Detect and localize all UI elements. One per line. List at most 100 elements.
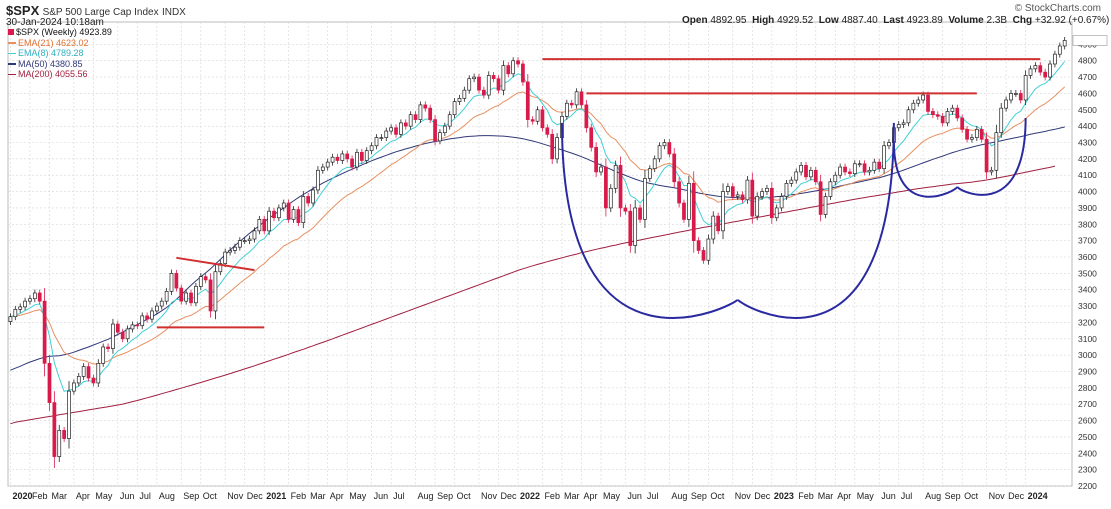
candle-body bbox=[145, 315, 149, 320]
candle-body bbox=[794, 171, 799, 181]
candle-body bbox=[623, 207, 628, 212]
candle-body bbox=[760, 191, 764, 197]
candle-body bbox=[237, 240, 242, 248]
symbol: $SPX bbox=[6, 3, 40, 18]
ma50-line bbox=[10, 126, 1065, 371]
candle-body bbox=[247, 238, 252, 241]
x-tick-label: Nov bbox=[989, 491, 1006, 501]
last-value: 4923.89 bbox=[906, 15, 943, 26]
y-tick-label: 3000 bbox=[1078, 350, 1097, 360]
candle-body bbox=[735, 194, 740, 197]
candle-body bbox=[1038, 65, 1043, 73]
candle-body bbox=[423, 104, 428, 109]
y-tick-label: 3900 bbox=[1078, 203, 1097, 213]
candle-body bbox=[887, 142, 891, 147]
x-tick-label: May bbox=[603, 491, 621, 501]
candle-body bbox=[325, 161, 330, 168]
candle-body bbox=[672, 153, 677, 183]
candle-body bbox=[755, 196, 760, 217]
candle-body bbox=[686, 183, 691, 220]
candle-body bbox=[1004, 99, 1008, 109]
x-tick-label: 2020 bbox=[12, 491, 32, 501]
chg-value: +32.92 (+0.67%) bbox=[1034, 15, 1110, 26]
candle-body bbox=[150, 310, 154, 320]
candle-body bbox=[896, 124, 901, 129]
candle-body bbox=[433, 119, 437, 142]
candle-body bbox=[281, 202, 286, 209]
candle-body bbox=[228, 250, 232, 253]
candle-body bbox=[408, 114, 413, 127]
candle-body bbox=[477, 76, 481, 91]
candle-body bbox=[535, 109, 540, 122]
plot-frame bbox=[7, 21, 1073, 487]
candle-body bbox=[233, 246, 237, 251]
candle-body bbox=[189, 292, 193, 304]
candle-body bbox=[242, 240, 247, 242]
candle-body bbox=[13, 308, 18, 318]
candle-body bbox=[647, 168, 652, 179]
x-tick-label: Sep bbox=[945, 491, 961, 501]
ma200-path bbox=[10, 165, 1056, 425]
candle-body bbox=[701, 250, 706, 261]
candle-body bbox=[364, 150, 369, 161]
candle-body bbox=[530, 119, 535, 122]
x-tick-label: May bbox=[349, 491, 367, 501]
candle-body bbox=[320, 166, 325, 171]
volume-value: 2.3B bbox=[986, 15, 1008, 26]
candle-body bbox=[154, 305, 159, 312]
x-tick-label: Oct bbox=[964, 491, 979, 501]
candle-body bbox=[81, 366, 86, 377]
candle-body bbox=[877, 161, 882, 170]
candle-body bbox=[574, 91, 579, 106]
candle-body bbox=[604, 166, 608, 209]
legend-ma50: MA(50) 4380.85 bbox=[8, 59, 112, 70]
candle-body bbox=[198, 276, 203, 287]
candle-body bbox=[384, 130, 389, 138]
candle-body bbox=[106, 346, 110, 349]
x-tick-label: Aug bbox=[671, 491, 687, 501]
last-price-tag bbox=[1072, 35, 1108, 46]
candle-body bbox=[179, 287, 184, 302]
exchange: INDX bbox=[161, 7, 186, 18]
y-tick-label: 3400 bbox=[1078, 285, 1097, 295]
candle-body bbox=[491, 75, 496, 80]
brand-watermark: © StockCharts.com bbox=[1014, 3, 1101, 14]
candle-body bbox=[931, 111, 935, 116]
candle-body bbox=[452, 101, 457, 116]
candle-body bbox=[62, 430, 66, 439]
candle-body bbox=[1018, 93, 1023, 101]
candle-body bbox=[1033, 65, 1038, 70]
y-tick-label: 4300 bbox=[1078, 138, 1097, 148]
x-tick-label: 2024 bbox=[1028, 491, 1048, 501]
candle-body bbox=[438, 132, 442, 142]
candle-body bbox=[833, 174, 838, 183]
candle-body bbox=[267, 210, 271, 232]
candle-body bbox=[67, 390, 71, 439]
candle-body bbox=[633, 207, 638, 246]
candle-body bbox=[940, 115, 945, 124]
candle-body bbox=[638, 207, 642, 220]
y-tick-label: 3700 bbox=[1078, 236, 1097, 246]
ma200-line bbox=[10, 165, 1056, 425]
candle-body bbox=[882, 145, 886, 170]
candle-body bbox=[369, 145, 374, 152]
candle-body bbox=[403, 122, 408, 127]
y-tick-label: 4100 bbox=[1078, 170, 1097, 180]
x-tick-label: Apr bbox=[330, 491, 344, 501]
candle-body bbox=[335, 156, 340, 161]
candle-body bbox=[965, 129, 969, 140]
candle-body bbox=[218, 263, 223, 273]
x-tick-label: Apr bbox=[583, 491, 597, 501]
candle-body bbox=[867, 169, 872, 173]
cup-arc bbox=[560, 122, 895, 319]
x-tick-label: Mar bbox=[564, 491, 580, 501]
candle-body bbox=[159, 300, 164, 307]
date-stamp: 30-Jan-2024 10:18am bbox=[6, 17, 104, 28]
x-tick-label: 2023 bbox=[774, 491, 794, 501]
y-tick-label: 2700 bbox=[1078, 399, 1097, 409]
candle-body bbox=[955, 107, 960, 119]
candle-body bbox=[628, 210, 633, 246]
candle-body bbox=[716, 215, 721, 232]
chart-header: $SPX S&P 500 Large Cap Index INDX bbox=[6, 3, 186, 18]
candle-body bbox=[262, 219, 267, 232]
